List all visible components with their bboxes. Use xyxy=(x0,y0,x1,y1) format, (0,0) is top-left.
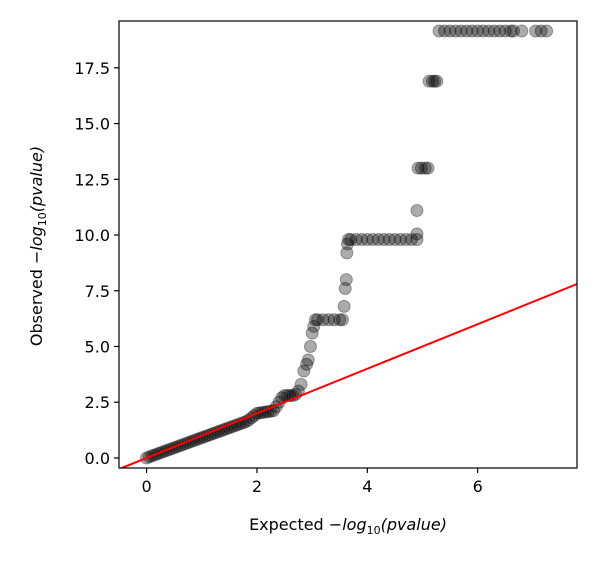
reference-line xyxy=(119,283,577,468)
data-point xyxy=(529,24,543,38)
data-point xyxy=(493,24,507,38)
data-point xyxy=(507,24,521,38)
data-point xyxy=(425,74,439,88)
data-point xyxy=(337,299,351,313)
y-tick-label: 7.5 xyxy=(85,282,110,301)
data-point xyxy=(432,24,446,38)
data-point xyxy=(404,232,418,246)
data-point xyxy=(399,232,413,246)
data-point xyxy=(411,161,425,175)
y-axis-label: Observed −log10(pvalue) xyxy=(27,146,49,346)
data-point xyxy=(482,24,496,38)
x-tick-label: 4 xyxy=(362,477,372,496)
data-point xyxy=(421,161,435,175)
data-point xyxy=(340,246,354,260)
data-point xyxy=(449,24,463,38)
data-point xyxy=(410,232,424,246)
data-point xyxy=(305,326,319,340)
data-point xyxy=(308,313,322,327)
data-point xyxy=(344,232,358,246)
data-point xyxy=(333,313,347,327)
data-point xyxy=(438,24,452,38)
data-point xyxy=(418,161,432,175)
data-point xyxy=(476,24,490,38)
y-axis-label-arg: (pvalue) xyxy=(27,146,46,212)
x-tick-label: 6 xyxy=(473,477,483,496)
data-point xyxy=(388,232,402,246)
data-point xyxy=(540,24,554,38)
data-point xyxy=(297,364,311,378)
y-tick-label: 5.0 xyxy=(85,337,110,356)
data-point xyxy=(294,377,308,391)
y-tick-label: 0.0 xyxy=(85,449,110,468)
x-tick-label: 2 xyxy=(252,477,262,496)
plot-area xyxy=(119,21,577,468)
x-axis-label-minus: − xyxy=(329,515,342,534)
data-point xyxy=(355,232,369,246)
y-tick-label: 17.5 xyxy=(74,59,110,78)
y-tick-label: 2.5 xyxy=(85,393,110,412)
data-point xyxy=(327,313,341,327)
data-point xyxy=(430,74,444,88)
y-axis-label-minus: − xyxy=(27,251,46,264)
data-point xyxy=(471,24,485,38)
data-point xyxy=(504,24,518,38)
data-point xyxy=(366,232,380,246)
data-point xyxy=(335,313,349,327)
data-point xyxy=(414,161,428,175)
y-axis-label-prefix: Observed xyxy=(27,264,46,346)
data-point xyxy=(311,313,325,327)
x-axis-ticks: 0 2 4 6 xyxy=(141,468,483,496)
data-point xyxy=(422,74,436,88)
y-tick-label: 15.0 xyxy=(74,115,110,134)
y-tick-label: 10.0 xyxy=(74,226,110,245)
data-point xyxy=(460,24,474,38)
data-point xyxy=(465,24,479,38)
data-point xyxy=(316,313,330,327)
data-point xyxy=(300,357,314,371)
data-point xyxy=(342,232,356,246)
x-tick-label: 0 xyxy=(141,477,151,496)
data-point xyxy=(487,24,501,38)
x-axis-label-arg: (pvalue) xyxy=(381,515,447,534)
data-point xyxy=(498,24,512,38)
data-point xyxy=(339,273,353,287)
data-point xyxy=(410,204,424,218)
x-axis-label-log: log xyxy=(342,515,366,534)
y-axis-label-log: log xyxy=(27,226,46,250)
data-point xyxy=(377,232,391,246)
x-axis-label-base: 10 xyxy=(367,524,381,537)
data-point xyxy=(443,24,457,38)
data-point xyxy=(340,237,354,251)
x-axis-label-prefix: Expected xyxy=(249,515,329,534)
data-point xyxy=(393,232,407,246)
y-axis-label-base: 10 xyxy=(36,212,49,226)
y-axis-ticks: 0.0 2.5 5.0 7.5 10.0 12.5 15.0 17.5 xyxy=(74,59,119,468)
plot-frame xyxy=(118,20,578,469)
y-tick-label: 12.5 xyxy=(74,170,110,189)
data-point xyxy=(349,232,363,246)
data-point xyxy=(371,232,385,246)
data-point xyxy=(360,232,374,246)
data-point xyxy=(301,353,315,367)
data-point xyxy=(534,24,548,38)
data-point xyxy=(410,227,424,241)
data-point xyxy=(307,319,321,333)
data-point xyxy=(515,24,529,38)
data-point xyxy=(428,74,442,88)
data-point xyxy=(338,282,352,296)
x-axis-label: Expected −log10(pvalue) xyxy=(249,515,447,537)
data-point xyxy=(322,313,336,327)
data-point xyxy=(303,339,317,353)
data-point xyxy=(382,232,396,246)
data-point xyxy=(454,24,468,38)
